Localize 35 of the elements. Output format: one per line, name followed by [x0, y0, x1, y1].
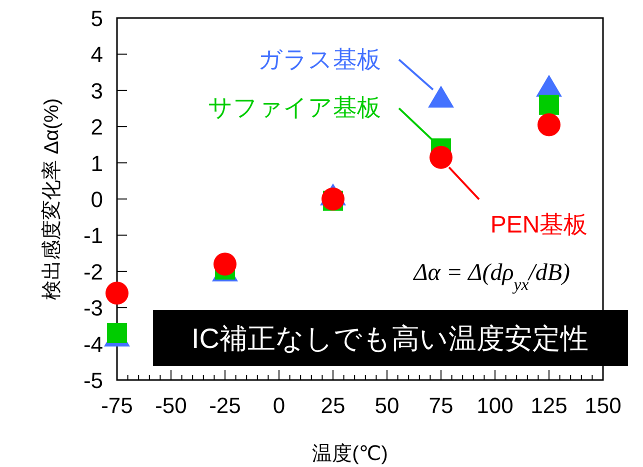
legend-label: ガラス基板	[258, 46, 381, 74]
x-tick-label: 0	[272, 393, 286, 418]
annotation: Δα = Δ(dρ$_{yx}$/dB)	[412, 260, 570, 294]
y-tick-label: -4	[83, 332, 103, 357]
y-tick-label: 5	[90, 6, 103, 31]
y-tick-label: -2	[83, 259, 103, 284]
point	[214, 252, 236, 276]
x-tick-label: 125	[530, 393, 568, 418]
y-tick-label: 4	[90, 42, 103, 68]
x-tick-label: 50	[374, 393, 400, 418]
x-tick-label: -50	[155, 393, 187, 418]
x-tick-label: 25	[320, 393, 346, 418]
y-tick-label: 3	[90, 78, 103, 104]
x-axis-title: 温度(℃)	[312, 443, 388, 465]
x-tick-label: 75	[428, 393, 454, 418]
y-tick-label: -1	[83, 223, 103, 248]
y-axis-title: 検出感度変化率 Δα(%)	[40, 98, 63, 300]
point	[106, 282, 128, 305]
y-tick-label: 1	[90, 150, 103, 176]
x-tick-label: 100	[476, 393, 514, 418]
y-tick-label: -5	[83, 368, 103, 393]
annotation: IC補正なしでも高い温度安定性	[192, 323, 588, 354]
text: PEN基板	[490, 211, 588, 238]
x-tick-label: -75	[101, 393, 133, 418]
x-tick-label: -25	[209, 393, 241, 418]
point	[428, 86, 454, 108]
point	[538, 113, 560, 136]
point	[539, 94, 559, 115]
y-tick-label: 2	[90, 114, 103, 140]
y-tick-label: -3	[83, 296, 103, 321]
text: サファイア基板	[208, 94, 381, 122]
y-tick-label: 0	[90, 187, 103, 212]
x-tick-label: 150	[584, 393, 622, 418]
point	[430, 146, 452, 169]
point	[107, 322, 127, 343]
